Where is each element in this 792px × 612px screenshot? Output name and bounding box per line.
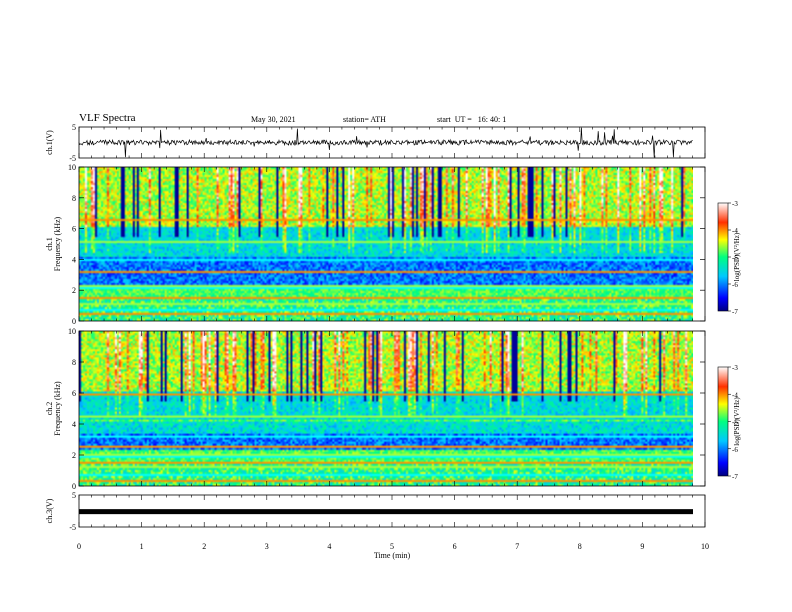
- spectrogram-2: [79, 331, 693, 486]
- colorbar-tick-label: -3: [732, 364, 738, 372]
- start-time-label: start UT = 16: 40: 1: [437, 115, 507, 124]
- station-label: station= ATH: [343, 115, 386, 124]
- x-tick-label: 8: [578, 542, 582, 551]
- colorbar-tick-label: -7: [732, 473, 738, 481]
- colorbar-tick-label: -3: [732, 200, 738, 208]
- x-tick-label: 7: [515, 542, 519, 551]
- y-tick-label: 0: [72, 317, 76, 326]
- x-axis-label: Time (min): [374, 551, 411, 560]
- x-tick-label: 0: [77, 542, 81, 551]
- y-axis-label: Frequency (kHz): [53, 381, 62, 436]
- ch1-waveform-trace: [78, 127, 693, 158]
- y-tick-label: 10: [68, 327, 76, 336]
- y-tick-label: 2: [72, 451, 76, 460]
- x-tick-label: 5: [390, 542, 394, 551]
- y-tick-label: 10: [68, 163, 76, 172]
- colorbar-tick-label: -4: [732, 227, 738, 235]
- colorbar-1: [717, 202, 729, 312]
- colorbar-tick-label: -5: [732, 419, 738, 427]
- y-tick-label: 2: [72, 286, 76, 295]
- x-tick-label: 10: [701, 542, 709, 551]
- colorbar-label: log(PSD)(V²/Hz): [733, 232, 741, 281]
- colorbar-tick-label: -6: [732, 281, 738, 289]
- x-tick-label: 6: [453, 542, 457, 551]
- x-tick-label: 4: [327, 542, 331, 551]
- x-tick-label: 2: [202, 542, 206, 551]
- date-label: May 30, 2021: [251, 115, 296, 124]
- figure-title: VLF Spectra: [79, 112, 136, 124]
- colorbar-tick-label: -6: [732, 446, 738, 454]
- y-tick-label: 4: [72, 420, 76, 429]
- colorbar-tick-label: -7: [732, 308, 738, 316]
- y-tick-label: 8: [72, 194, 76, 203]
- y-tick-label: 8: [72, 358, 76, 367]
- y-axis-label: ch.3(V): [45, 498, 54, 523]
- x-tick-label: 9: [640, 542, 644, 551]
- x-tick-label: 1: [140, 542, 144, 551]
- y-axis-label: Frequency (kHz): [53, 216, 62, 271]
- y-tick-label: 5: [72, 123, 76, 132]
- y-axis-label: ch.1(V): [45, 130, 54, 155]
- colorbar-tick-label: -5: [732, 254, 738, 262]
- y-axis-label-channel: ch.2: [45, 402, 54, 416]
- colorbar-2: [717, 366, 729, 477]
- ch3-waveform-trace: [79, 509, 693, 515]
- y-tick-label: -5: [69, 154, 76, 163]
- colorbar-tick-label: -4: [732, 391, 738, 399]
- y-tick-label: 4: [72, 255, 76, 264]
- y-axis-label-channel: ch.1: [45, 237, 54, 251]
- spectrogram-1: [79, 167, 693, 321]
- x-tick-label: 3: [265, 542, 269, 551]
- y-tick-label: 0: [72, 482, 76, 491]
- y-tick-label: 6: [72, 225, 76, 234]
- y-tick-label: -5: [69, 523, 76, 532]
- y-tick-label: 5: [72, 491, 76, 500]
- y-tick-label: 6: [72, 389, 76, 398]
- colorbar-label: log(PSD)(V²/Hz): [733, 397, 741, 446]
